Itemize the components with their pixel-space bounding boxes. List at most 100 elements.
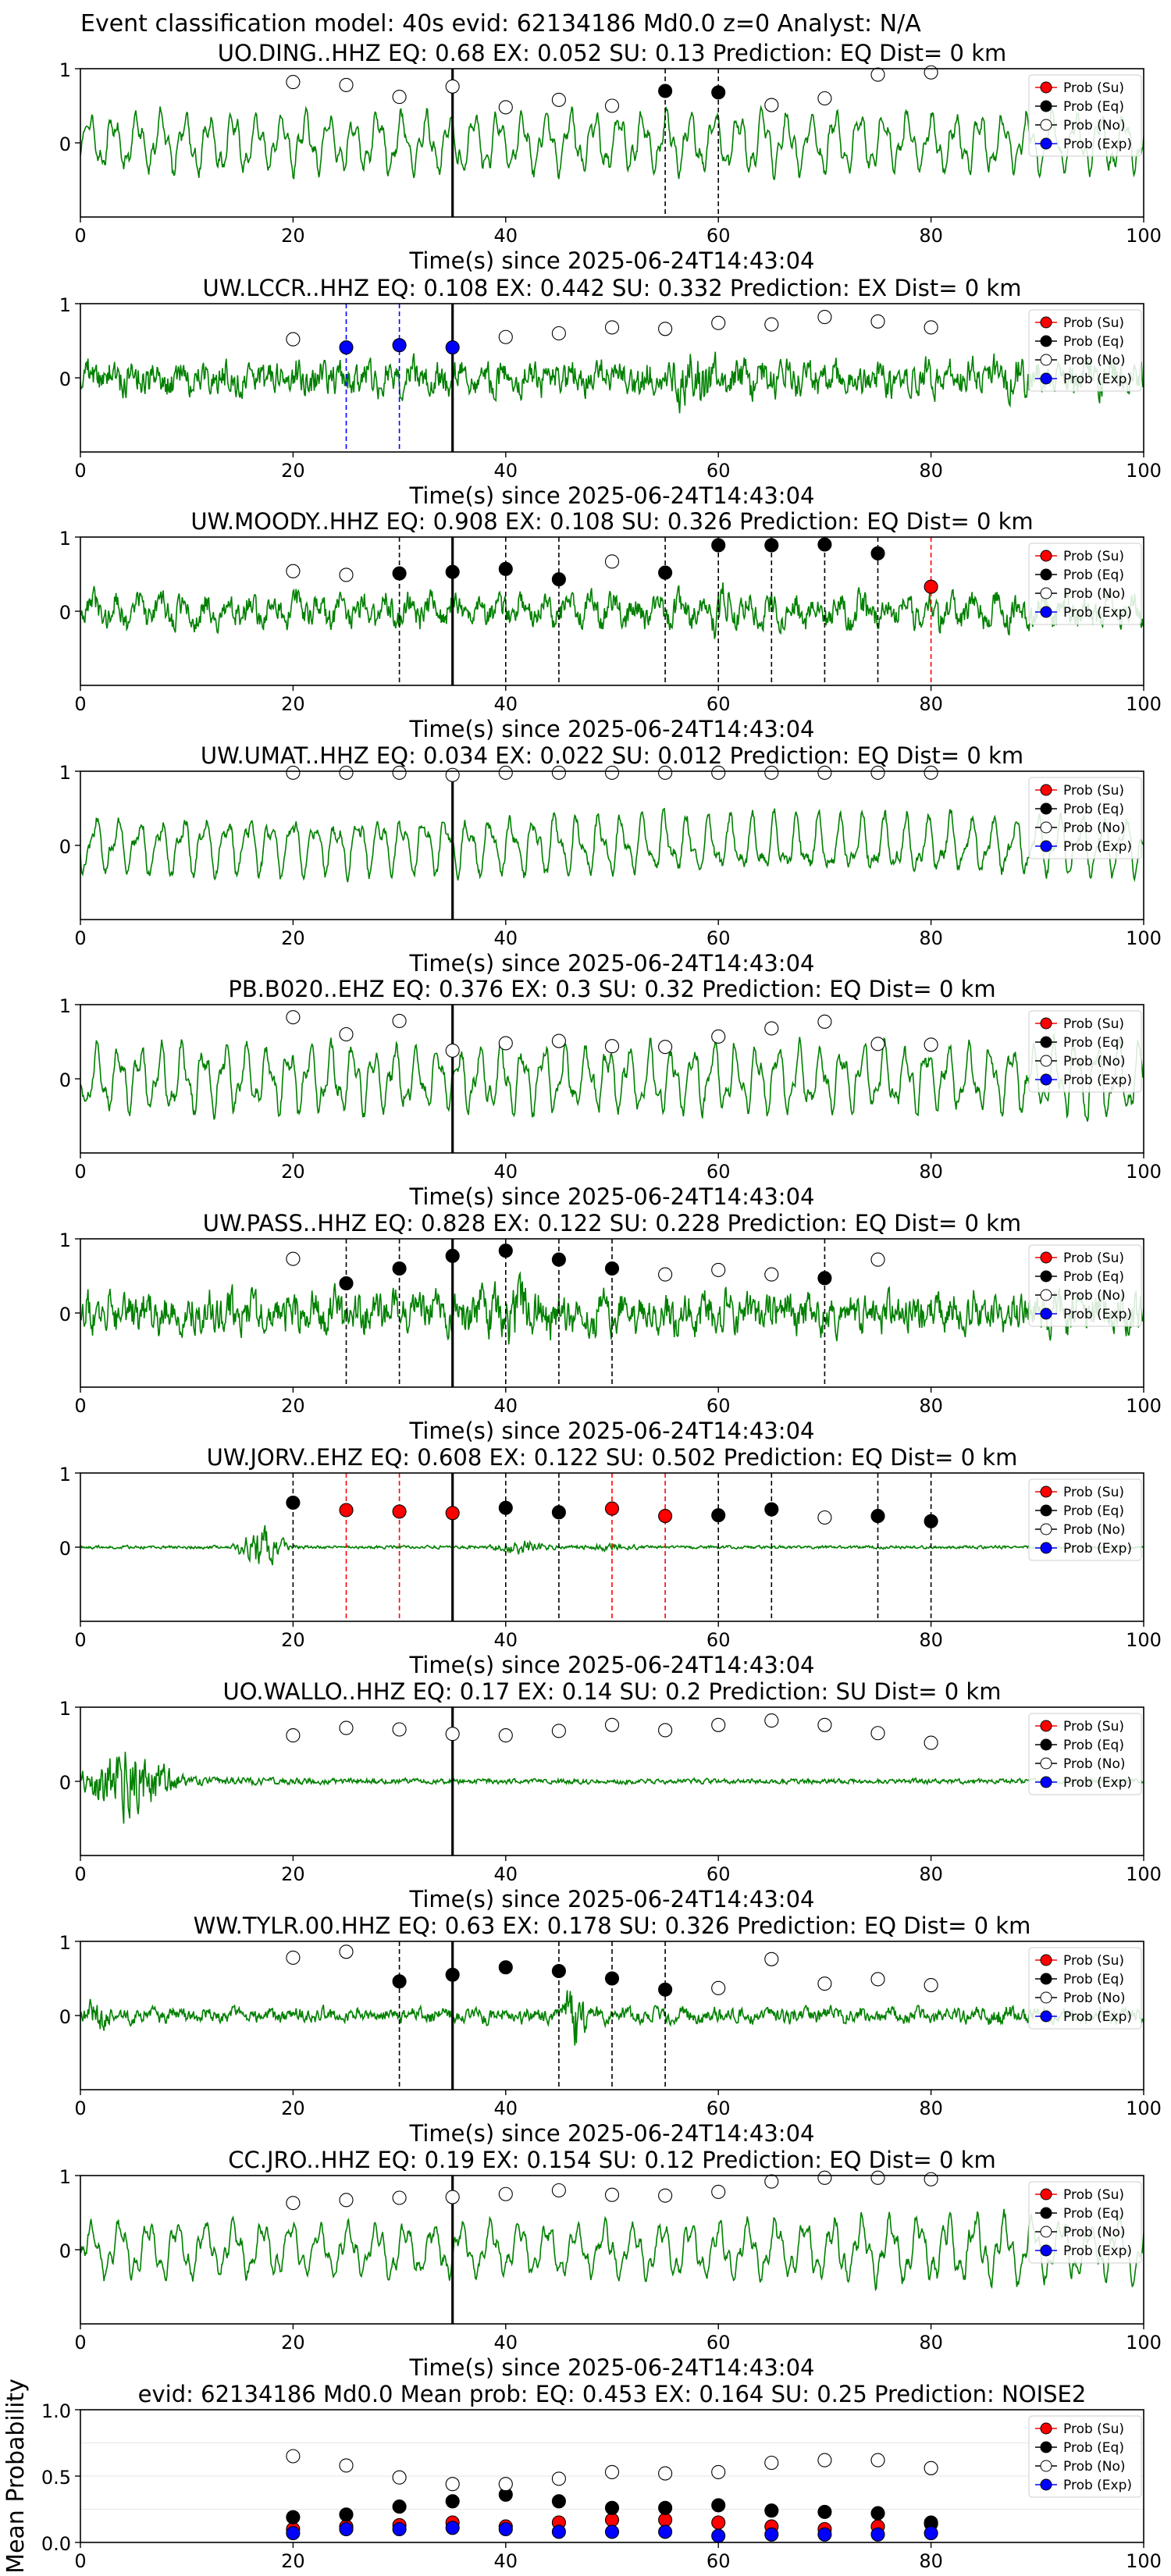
prob-no-point	[870, 67, 885, 82]
legend-marker-exp	[1040, 1776, 1052, 1788]
x-tick-label: 40	[494, 460, 518, 482]
prob-eq-point	[498, 561, 513, 576]
y-tick-label: 1	[59, 2166, 71, 2188]
legend-marker-no	[1040, 2226, 1052, 2238]
x-tick-label: 60	[707, 1161, 731, 1183]
prob-eq-point	[551, 1963, 566, 1979]
x-tick-label: 40	[494, 1863, 518, 1885]
prob-eq-point	[924, 1514, 938, 1528]
x-tick-label: 40	[494, 2332, 518, 2354]
prob-no-point	[604, 320, 620, 335]
x-tick-label: 40	[494, 693, 518, 715]
legend-marker-exp	[1040, 1542, 1052, 1554]
prob-exp-point	[711, 2528, 726, 2543]
prob-no-point	[551, 765, 566, 780]
prob-no-point	[286, 2449, 301, 2464]
x-tick-label: 100	[1126, 2097, 1162, 2119]
prob-no-point	[924, 2460, 938, 2475]
x-tick-label: 80	[919, 693, 943, 715]
x-tick-label: 60	[707, 927, 731, 949]
prob-no-point	[764, 98, 779, 112]
legend-marker-eq	[1040, 1738, 1052, 1751]
legend-box	[1028, 1947, 1142, 2030]
panel-title: WW.TYLR.00.HHZ EQ: 0.63 EX: 0.178 SU: 0.…	[194, 1912, 1031, 1939]
prob-no-point	[286, 564, 301, 578]
prob-eq-point	[711, 538, 726, 553]
prob-no-point	[817, 310, 832, 325]
legend-marker-su	[1040, 1720, 1052, 1732]
prob-no-point	[711, 765, 726, 780]
legend-label: Prob (Su)	[1063, 2421, 1124, 2437]
legend-marker-exp	[1040, 2478, 1052, 2491]
prob-eq-point	[817, 2504, 832, 2519]
prob-eq-point	[286, 2510, 301, 2524]
prob-no-point	[339, 1720, 354, 1735]
prob-eq-point	[445, 1967, 460, 1982]
x-tick-label: 80	[919, 1395, 943, 1417]
prob-no-point	[817, 1014, 832, 1029]
y-tick-label: 1.0	[41, 2400, 71, 2422]
y-tick-label: 1	[59, 1932, 71, 1954]
prob-eq-point	[339, 2507, 354, 2522]
panel-title: UO.DING..HHZ EQ: 0.68 EX: 0.052 SU: 0.13…	[218, 40, 1007, 66]
legend-label: Prob (No)	[1063, 820, 1126, 836]
y-tick-label: 0	[59, 2240, 71, 2262]
prob-no-point	[551, 92, 566, 107]
prob-no-point	[445, 767, 460, 782]
legend-marker-su	[1040, 2188, 1052, 2201]
prob-no-point	[711, 1262, 726, 1277]
x-tick-label: 20	[281, 927, 305, 949]
legend-marker-eq	[1040, 568, 1052, 581]
x-tick-label: 60	[707, 693, 731, 715]
axes-frame	[80, 1004, 1144, 1154]
legend: Prob (Su) Prob (Eq) Prob (No) Prob (Exp)	[1028, 2181, 1142, 2264]
legend-marker-su	[1040, 1251, 1052, 1264]
prob-eq-point	[392, 566, 407, 581]
legend: Prob (Su) Prob (Eq) Prob (No) Prob (Exp)	[1028, 1478, 1142, 1561]
x-tick-label: 60	[707, 1629, 731, 1651]
legend-marker-exp	[1040, 372, 1052, 385]
prob-no-point	[924, 1978, 938, 1993]
legend-label: Prob (Eq)	[1063, 1972, 1124, 1987]
panel-1: UO.DING..HHZ EQ: 0.68 EX: 0.052 SU: 0.13…	[59, 40, 1162, 274]
x-tick-label: 80	[919, 1161, 943, 1183]
legend-label: Prob (No)	[1063, 2225, 1126, 2240]
prob-exp-point	[392, 2521, 407, 2537]
y-tick-label: 1	[59, 294, 71, 316]
prob-exp-point	[339, 2521, 354, 2537]
legend-label: Prob (Exp)	[1063, 372, 1132, 387]
prob-eq-point	[551, 1252, 566, 1267]
prob-no-point	[286, 1010, 301, 1025]
prob-no-point	[498, 1036, 513, 1051]
prob-exp-point	[445, 2521, 460, 2535]
prob-no-point	[870, 2453, 885, 2467]
legend-marker-eq	[1040, 1036, 1052, 1048]
prob-no-point	[870, 1252, 885, 1267]
prob-su-point	[711, 2515, 726, 2530]
x-tick-label: 60	[707, 460, 731, 482]
prob-no-point	[817, 1510, 832, 1525]
x-tick-label: 40	[494, 2550, 518, 2572]
legend-label: Prob (Exp)	[1063, 1073, 1132, 1088]
prob-no-point	[445, 1727, 460, 1742]
waveform-trace	[80, 1525, 1144, 1566]
waveform-trace	[80, 105, 1144, 180]
legend-label: Prob (Eq)	[1063, 2440, 1124, 2456]
prob-no-point	[445, 2477, 460, 2492]
prob-no-point	[604, 2187, 620, 2202]
x-tick-label: 100	[1126, 2550, 1162, 2572]
legend-label: Prob (No)	[1063, 1991, 1126, 2006]
panel-4: UW.UMAT..HHZ EQ: 0.034 EX: 0.022 SU: 0.0…	[59, 742, 1162, 977]
legend-marker-eq	[1040, 2441, 1052, 2453]
prob-no-point	[924, 320, 938, 335]
x-tick-label: 100	[1126, 225, 1162, 247]
legend-box	[1028, 309, 1142, 392]
panel-6: UW.PASS..HHZ EQ: 0.828 EX: 0.122 SU: 0.2…	[59, 1210, 1162, 1444]
y-tick-label: 1	[59, 1464, 71, 1485]
prob-su-point	[924, 579, 938, 594]
panel-3: UW.MOODY..HHZ EQ: 0.908 EX: 0.108 SU: 0.…	[59, 508, 1162, 742]
prob-no-point	[498, 329, 513, 344]
x-axis-label: Time(s) since 2025-06-24T14:43:04	[409, 950, 815, 977]
x-tick-label: 0	[74, 1395, 86, 1417]
prob-eq-point	[711, 1508, 726, 1523]
